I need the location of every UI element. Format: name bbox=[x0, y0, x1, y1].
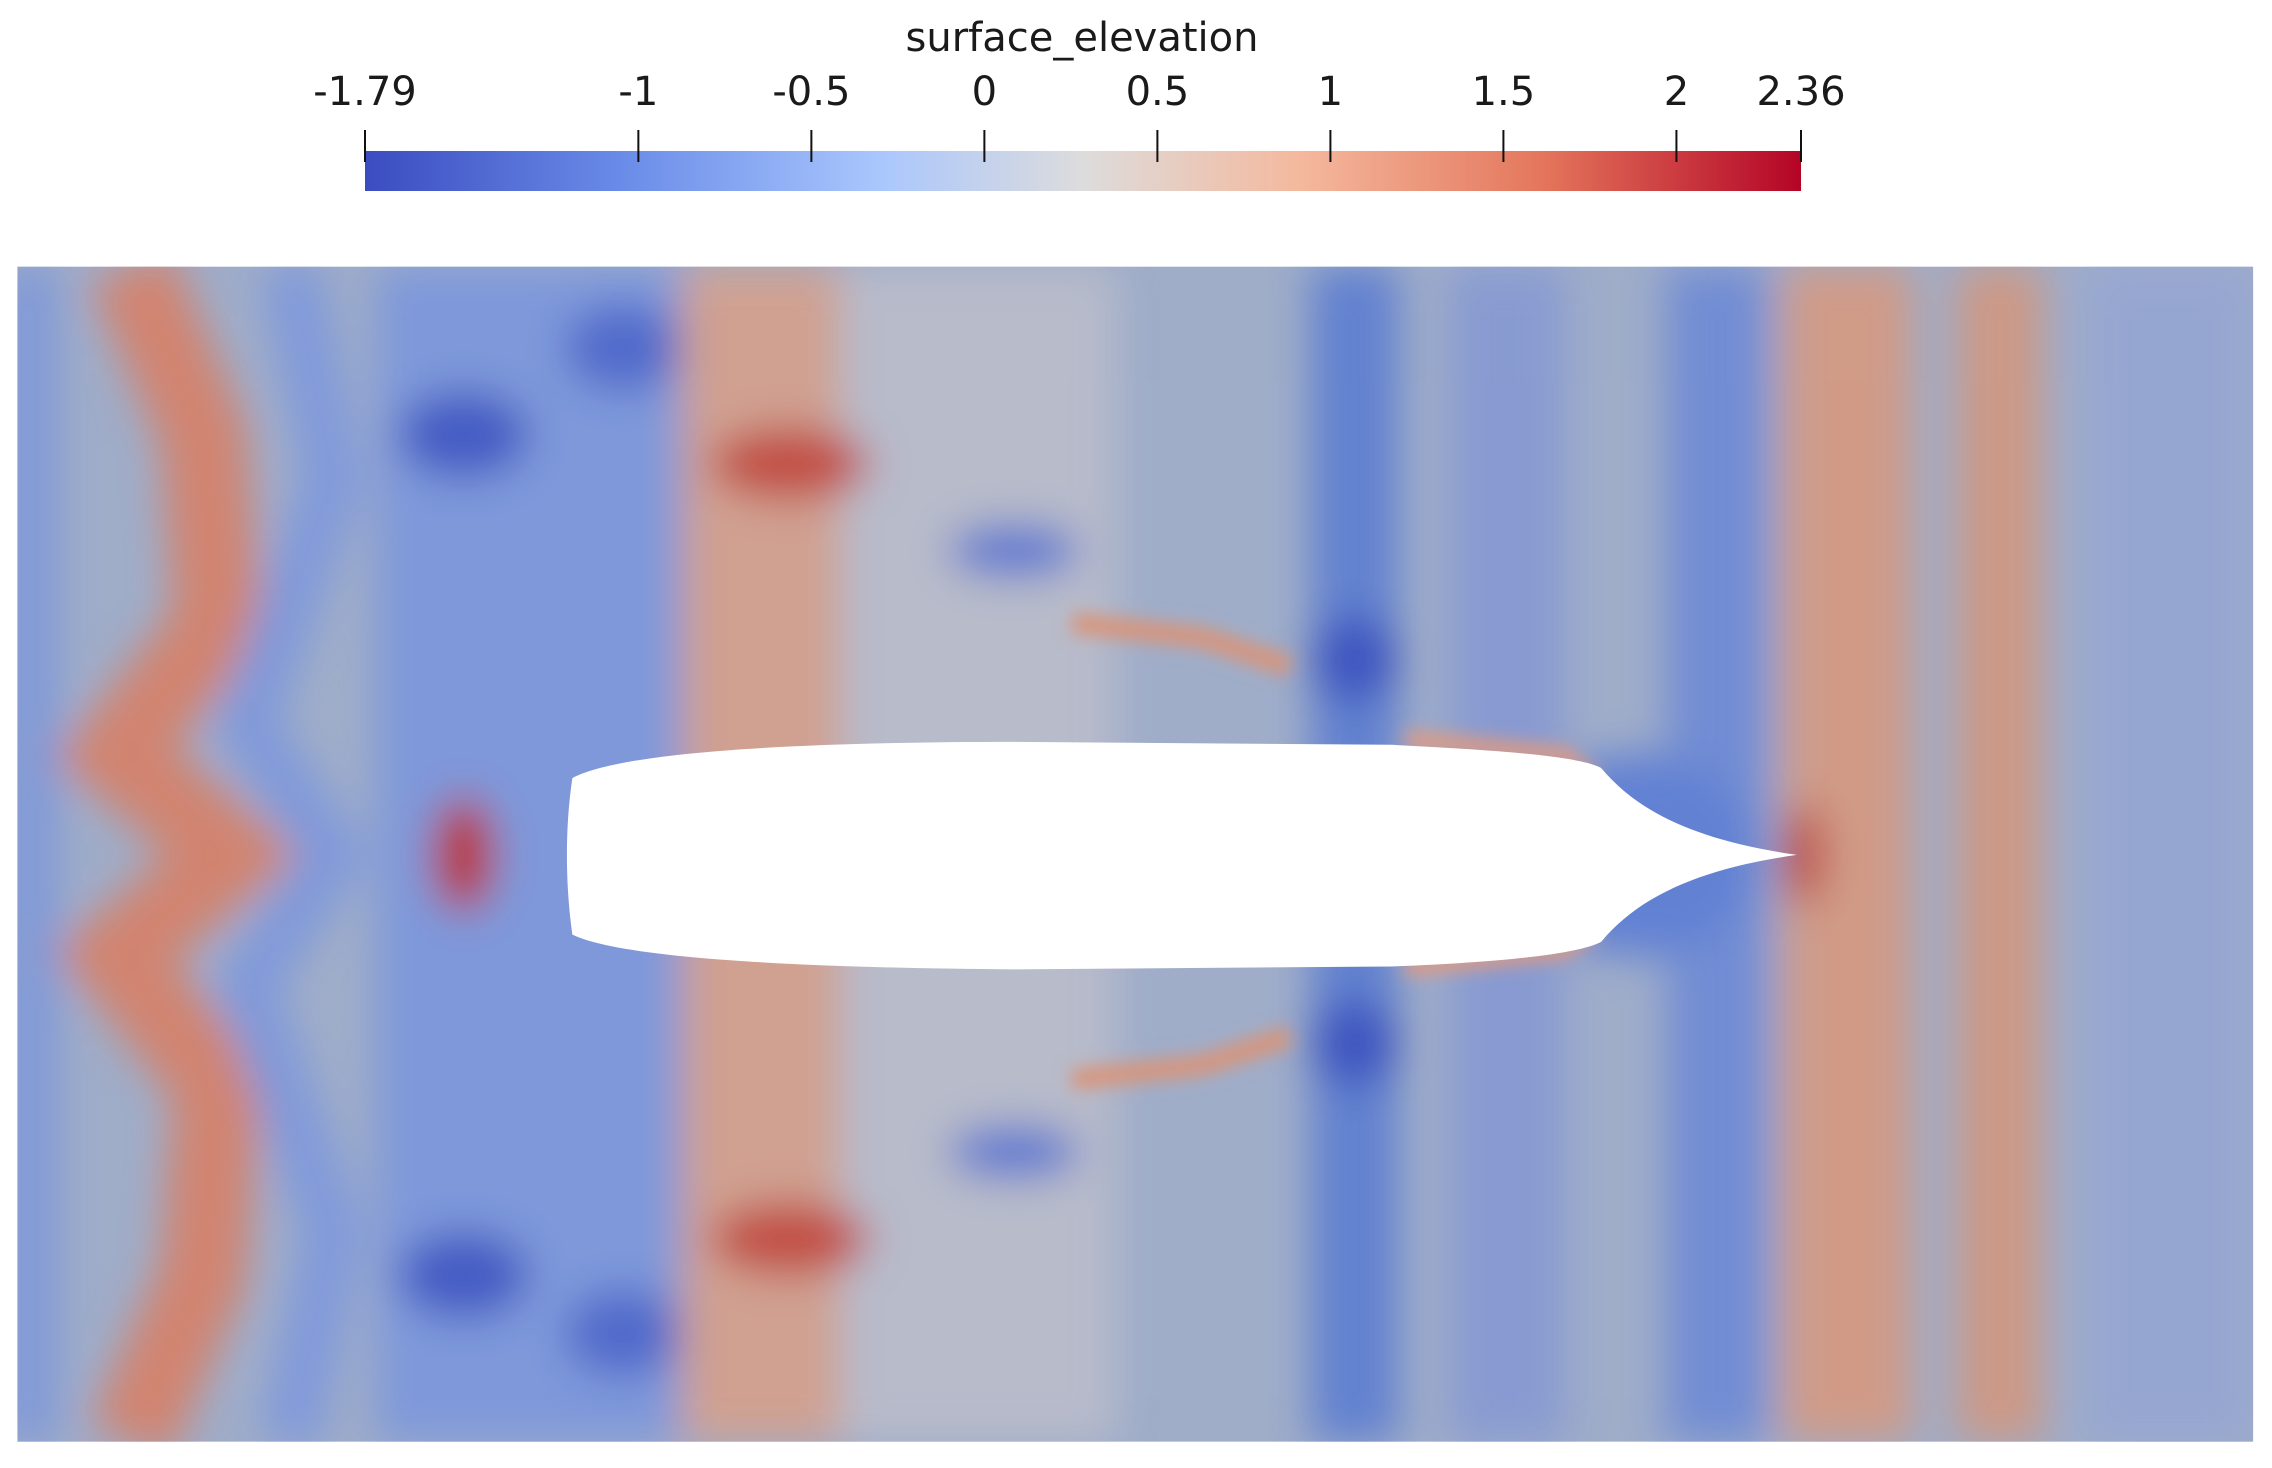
colorbar-ticks: -1.79 -1 -0.5 0 0.5 1 1.5 2 2.36 bbox=[313, 69, 1846, 162]
tick-label: -1 bbox=[618, 69, 658, 115]
elevation-field bbox=[17, 266, 2254, 1442]
colorbar bbox=[365, 151, 1801, 191]
tick-label: -1.79 bbox=[313, 69, 417, 115]
tick-label: 0 bbox=[972, 69, 997, 115]
colorbar-title: surface_elevation bbox=[906, 15, 1259, 61]
tick-label: 1 bbox=[1318, 69, 1343, 115]
tick-label: 1.5 bbox=[1472, 69, 1536, 115]
tick-label: 2.36 bbox=[1756, 69, 1845, 115]
tick-label: -0.5 bbox=[772, 69, 850, 115]
tick-label: 2 bbox=[1664, 69, 1689, 115]
tick-label: 0.5 bbox=[1126, 69, 1190, 115]
